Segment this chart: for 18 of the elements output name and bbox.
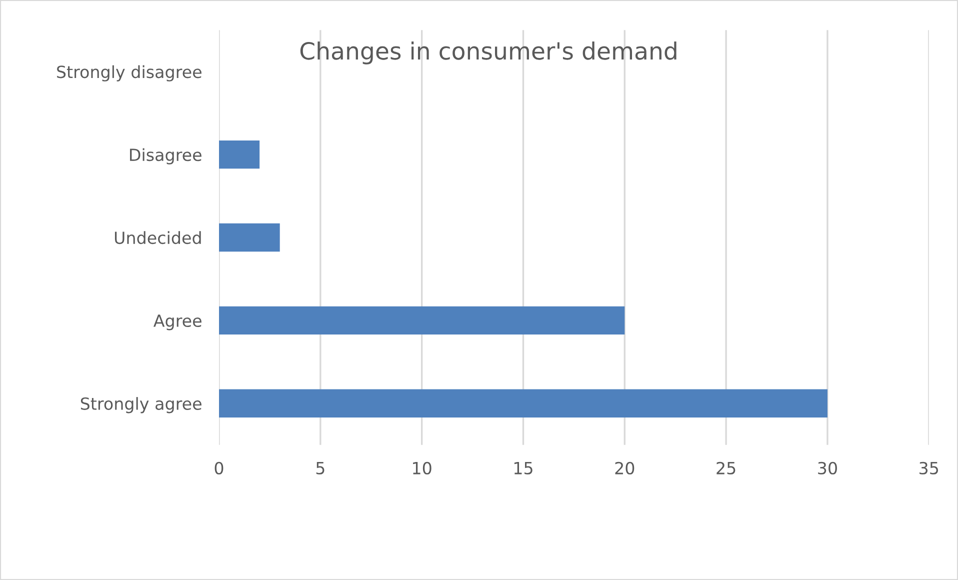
- x-tick-label: 0: [214, 462, 224, 474]
- x-tick-label: 5: [316, 462, 324, 474]
- x-tick-label: 35: [920, 462, 938, 474]
- bar: [219, 306, 625, 335]
- x-tick-label: 30: [818, 462, 837, 474]
- bar: [219, 389, 828, 418]
- chart-title: Changes in consumer's demand: [300, 42, 676, 64]
- y-tick-label: Strongly agree: [80, 397, 202, 414]
- y-tick-label: Agree: [153, 314, 202, 330]
- y-tick-label: Disagree: [130, 148, 202, 164]
- x-tick-label: 20: [615, 462, 634, 474]
- x-tick-label: 25: [716, 462, 736, 474]
- bar: [219, 223, 280, 252]
- x-tick-label: 15: [514, 462, 532, 474]
- y-tick-label: Undecided: [114, 231, 201, 244]
- bar: [219, 140, 260, 169]
- x-tick-label: 10: [413, 462, 432, 474]
- y-tick-label: Strongly disagree: [57, 65, 202, 82]
